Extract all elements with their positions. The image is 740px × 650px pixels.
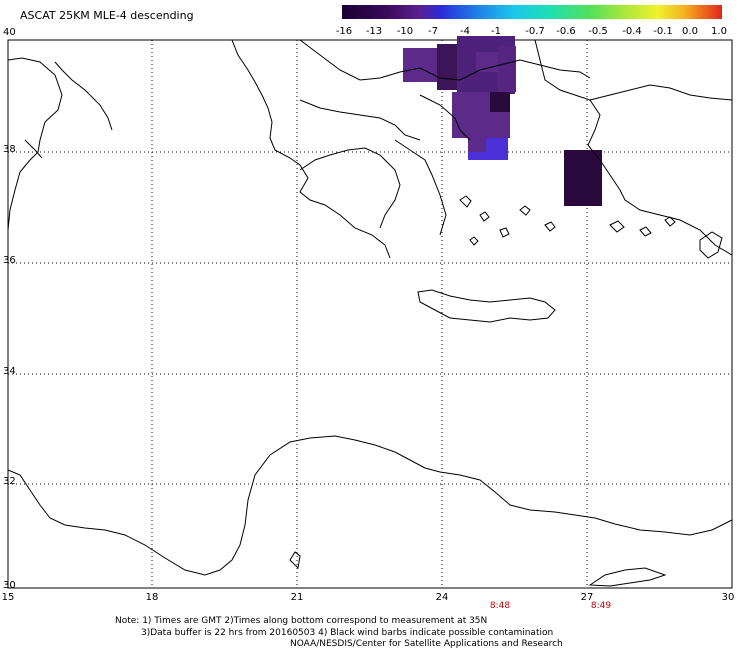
map-frame xyxy=(7,39,733,589)
colorbar-label: -7 xyxy=(428,26,438,37)
swath-cell xyxy=(437,44,459,90)
note-line: Note: 1) Times are GMT 2)Times along bot… xyxy=(115,616,488,626)
latitude-label: 32 xyxy=(3,476,16,487)
swath-cells xyxy=(403,36,602,206)
colorbar-label: -10 xyxy=(396,26,414,37)
note-credit: NOAA/NESDIS/Center for Satellite Applica… xyxy=(290,639,563,649)
swath-cell xyxy=(564,150,602,206)
map-title: ASCAT 25KM MLE-4 descending xyxy=(20,9,194,22)
swath-cell xyxy=(468,138,486,152)
swath-cell xyxy=(498,46,516,92)
graticule xyxy=(8,40,732,588)
colorbar-label: -1 xyxy=(491,26,501,37)
colorbar-label: -16 xyxy=(335,26,353,37)
latitude-label: 40 xyxy=(3,27,16,38)
colorbar-label: -13 xyxy=(365,26,383,37)
time-label: 8:49 xyxy=(590,601,612,611)
latitude-label: 36 xyxy=(3,255,16,266)
colorbar-label: -4 xyxy=(460,26,470,37)
colorbar-label: -0.4 xyxy=(622,26,642,37)
longitude-label: 18 xyxy=(145,592,159,603)
swath-cell xyxy=(403,48,441,82)
latitude-label: 34 xyxy=(3,366,16,377)
colorbar xyxy=(342,5,722,19)
note-line: 3)Data buffer is 22 hrs from 20160503 4)… xyxy=(141,628,554,638)
longitude-label: 27 xyxy=(580,592,594,603)
colorbar-label: -0.1 xyxy=(653,26,673,37)
latitude-label: 30 xyxy=(3,580,16,591)
colorbar-label: 0.0 xyxy=(682,26,698,37)
colorbar-label: -0.7 xyxy=(525,26,545,37)
coastlines xyxy=(7,39,733,587)
colorbar-label: -0.5 xyxy=(588,26,608,37)
colorbar-label: 1.0 xyxy=(711,26,727,37)
longitude-label: 24 xyxy=(435,592,449,603)
longitude-label: 21 xyxy=(290,592,304,603)
longitude-label: 15 xyxy=(1,592,15,603)
longitude-label: 30 xyxy=(721,592,735,603)
time-label: 8:48 xyxy=(489,601,511,611)
colorbar-label: -0.6 xyxy=(556,26,576,37)
latitude-label: 38 xyxy=(3,144,16,155)
swath-cell xyxy=(476,52,498,72)
colorbar-labels: -16 -13 -10 -7 -4 -1 -0.7 -0.6 -0.5 -0.4… xyxy=(330,26,740,40)
swath-cell xyxy=(490,92,510,112)
